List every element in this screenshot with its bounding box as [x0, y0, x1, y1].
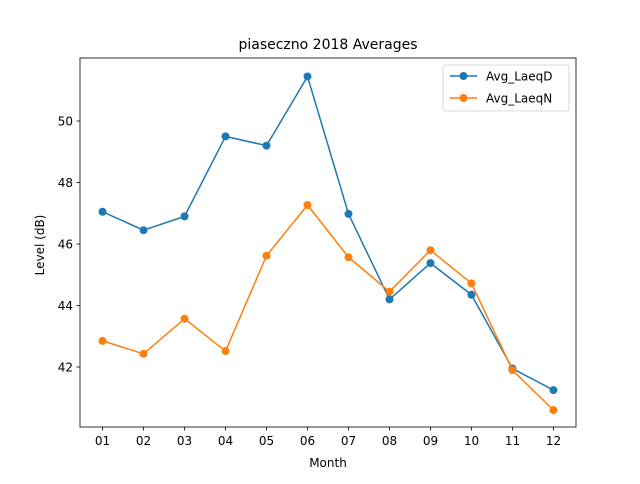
legend-marker — [459, 94, 468, 102]
data-point — [508, 366, 517, 375]
axes-frame — [79, 57, 577, 428]
y-tick-label: 50 — [58, 114, 73, 128]
data-point — [221, 347, 230, 356]
legend: Avg_LaeqD Avg_LaeqN — [442, 64, 570, 112]
x-tick-label: 12 — [546, 434, 561, 448]
y-tick-label: 46 — [58, 237, 73, 251]
series-line-0 — [101, 75, 555, 392]
y-tick-label: 44 — [58, 299, 73, 313]
x-tick-label: 11 — [505, 434, 520, 448]
x-tick-label: 07 — [341, 434, 356, 448]
data-point — [344, 253, 353, 262]
chart-title: piaseczno 2018 Averages — [238, 37, 417, 53]
data-point — [467, 279, 476, 288]
data-point — [303, 200, 312, 209]
data-point — [98, 207, 107, 216]
data-point — [426, 246, 435, 255]
y-tick-label: 48 — [58, 176, 73, 190]
data-point — [385, 287, 394, 296]
legend-label: Avg_LaeqN — [486, 91, 552, 105]
x-tick-label: 06 — [300, 434, 315, 448]
x-axis-label: Month — [309, 456, 347, 470]
data-point — [180, 314, 189, 323]
x-tick-label: 08 — [382, 434, 397, 448]
data-point — [549, 406, 558, 415]
series-line-1 — [101, 204, 555, 412]
data-point — [180, 212, 189, 221]
x-tick-label: 09 — [423, 434, 438, 448]
x-tick-label: 04 — [218, 434, 233, 448]
x-tick-label: 01 — [95, 434, 110, 448]
data-point — [98, 336, 107, 345]
data-point — [139, 349, 148, 358]
data-point — [426, 259, 435, 268]
data-point — [549, 386, 558, 395]
legend-marker — [459, 72, 468, 80]
data-point — [262, 141, 271, 150]
data-point — [385, 295, 394, 304]
x-tick-label: 10 — [464, 434, 479, 448]
y-axis-label: Level (dB) — [33, 215, 47, 276]
data-point — [221, 132, 230, 141]
x-tick-label: 02 — [136, 434, 151, 448]
x-tick-label: 03 — [177, 434, 192, 448]
data-point — [139, 226, 148, 235]
legend-label: Avg_LaeqD — [486, 69, 553, 83]
data-point — [303, 72, 312, 81]
x-tick-label: 05 — [259, 434, 274, 448]
data-point — [344, 209, 353, 218]
plot-area — [98, 72, 558, 415]
y-tick-label: 42 — [58, 360, 73, 374]
data-point — [467, 290, 476, 299]
axes: 01 02 03 04 05 06 07 08 09 10 11 12 42 44 46 48 50 — [58, 57, 577, 448]
data-point — [262, 251, 271, 260]
